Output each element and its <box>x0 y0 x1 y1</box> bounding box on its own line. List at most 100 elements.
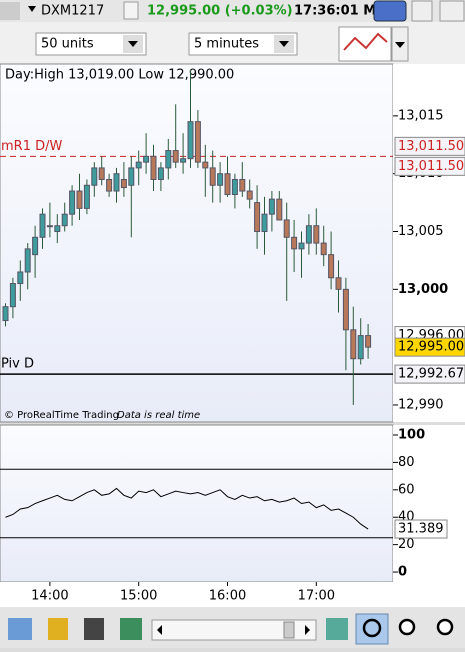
scroll-thumb[interactable] <box>283 621 295 639</box>
time-axis <box>0 582 465 607</box>
candle-body <box>32 236 39 256</box>
value-label: 31.389 <box>398 522 444 537</box>
candle-body <box>91 167 98 186</box>
candle-body <box>61 213 68 227</box>
level-name: mR1 D/W <box>1 139 62 154</box>
zoom-in[interactable] <box>436 618 454 636</box>
level-name: Piv D <box>1 357 34 372</box>
candle-body <box>224 173 231 196</box>
candle-body <box>313 225 320 244</box>
indicator-button[interactable] <box>338 26 392 62</box>
candle-body <box>46 225 53 228</box>
units-select[interactable] <box>35 32 147 56</box>
dropdown-arrow[interactable] <box>28 6 36 12</box>
candle-body <box>350 329 357 360</box>
level-box <box>394 364 465 384</box>
y-tick-label: 12,990 <box>398 397 444 412</box>
candle-body <box>283 219 290 238</box>
candle-body <box>69 190 76 215</box>
window-icon[interactable] <box>411 0 433 22</box>
candle-body <box>143 155 150 163</box>
y-tick-label: 100 <box>398 427 425 442</box>
plot: 13,01513,01013,00513,00012,99014:0015:00… <box>0 69 465 604</box>
candle-body <box>76 190 83 209</box>
candle-body <box>120 178 127 189</box>
candle-body <box>209 167 216 186</box>
candle-body <box>305 225 312 244</box>
scroll-right[interactable] <box>305 625 310 635</box>
select-arrow <box>128 41 138 47</box>
candle-body <box>24 248 31 273</box>
candle-body <box>17 271 24 285</box>
interval-text: 5 minutes <box>194 37 259 52</box>
tool-icon[interactable] <box>326 618 348 640</box>
menu-button[interactable] <box>0 2 20 20</box>
clock: 17:36:01 M <box>294 4 376 19</box>
scroll-left[interactable] <box>157 625 162 635</box>
candle-body <box>180 158 187 163</box>
y-tick-label: 0 <box>398 565 407 580</box>
copyright: © ProRealTime Trading <box>4 410 119 421</box>
select-arrow <box>279 41 289 47</box>
dropdown-arrow <box>395 42 405 48</box>
rsi-line <box>5 487 369 530</box>
level-label: 13,011.50 <box>398 139 464 154</box>
tool-icon[interactable] <box>120 618 142 640</box>
window-icon[interactable] <box>439 0 465 22</box>
candle-body <box>328 254 335 279</box>
candle-body <box>268 198 275 215</box>
candle-body <box>2 306 9 322</box>
level-label: 12,992.67 <box>398 367 464 382</box>
instrument[interactable]: DXM1217 <box>41 4 104 19</box>
candle-body <box>202 161 209 169</box>
scrollbar[interactable] <box>151 619 317 641</box>
zoom-tool[interactable] <box>355 613 389 645</box>
candle-body <box>54 225 61 233</box>
y-tick-label: 13,015 <box>398 108 444 123</box>
candle-body <box>172 150 179 163</box>
keyboard-icon[interactable] <box>373 0 407 22</box>
candle-body <box>239 178 246 192</box>
candle-body <box>276 198 283 221</box>
price-panel <box>0 63 394 423</box>
value-box <box>394 519 448 539</box>
candle-body <box>246 190 253 200</box>
price-axis <box>393 64 465 422</box>
candle-body <box>113 173 120 192</box>
candle-body <box>365 335 372 348</box>
candle-body <box>150 155 157 180</box>
candle-body <box>320 242 327 256</box>
candle-body <box>335 277 342 290</box>
y-tick-label: 13,000 <box>398 282 448 297</box>
quote: 12,995.00 (+0.03%) <box>147 4 293 19</box>
candle-body <box>261 213 268 233</box>
realtime-note: Data is real time <box>117 410 200 421</box>
tool-icon[interactable] <box>8 618 32 640</box>
candle-body <box>291 236 298 250</box>
price-marker <box>394 337 465 357</box>
candle-body <box>83 184 90 209</box>
zoom-out[interactable] <box>398 618 416 636</box>
tool-icon[interactable] <box>84 618 104 640</box>
y-tick-label: 20 <box>398 537 415 552</box>
interval-select[interactable] <box>188 32 298 56</box>
candle-body <box>128 167 135 186</box>
candle-body <box>194 121 201 163</box>
units-text: 50 units <box>41 37 94 52</box>
candle-body <box>165 150 172 169</box>
y-tick-label: 80 <box>398 455 415 470</box>
candle-body <box>98 167 105 180</box>
indicator-icon <box>343 32 388 51</box>
tool-icon[interactable] <box>48 618 68 640</box>
x-tick-label: 15:00 <box>120 589 157 604</box>
info-icon[interactable] <box>123 1 139 20</box>
rsi-panel <box>0 424 394 583</box>
level-box <box>394 156 465 176</box>
candle-body <box>254 202 261 233</box>
level-box <box>394 136 465 156</box>
candle-body <box>9 283 16 308</box>
y-tick-label: 13,005 <box>398 224 444 239</box>
candle-body <box>157 167 164 180</box>
